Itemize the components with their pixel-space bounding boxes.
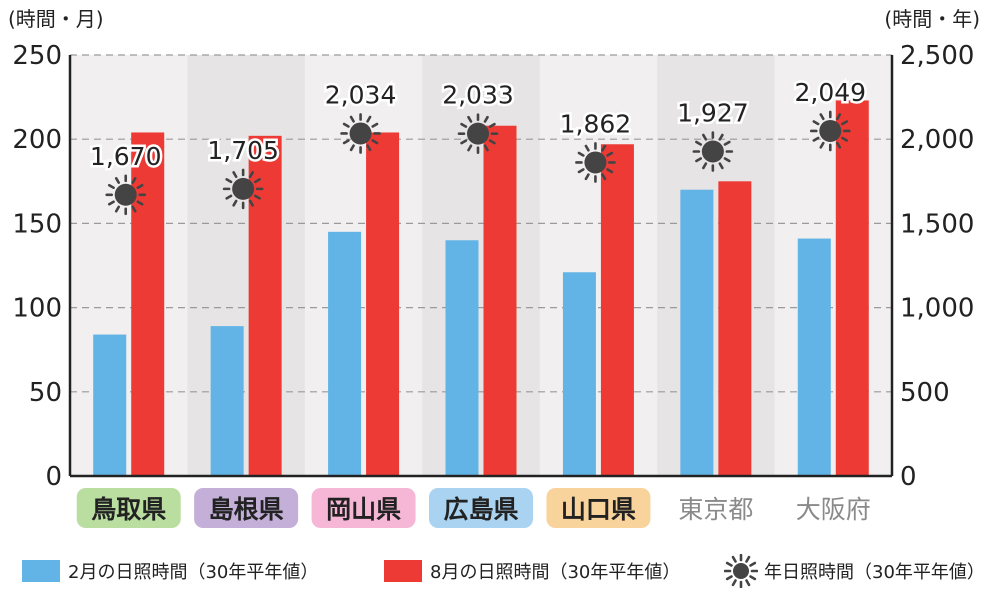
bar-feb <box>93 334 127 476</box>
bar-feb <box>210 326 244 476</box>
annual-value-label: 2,034 <box>325 80 397 109</box>
category-badge <box>76 488 181 528</box>
bar-aug <box>366 132 400 477</box>
axes <box>68 55 894 478</box>
bar-aug <box>483 125 517 476</box>
right-tick-label: 0 <box>900 462 917 492</box>
left-tick-label: 100 <box>12 294 62 324</box>
category-band <box>187 55 306 476</box>
bar-aug <box>600 144 634 476</box>
sun-icon <box>105 174 147 216</box>
bar-feb <box>562 272 596 476</box>
category-band <box>657 55 776 476</box>
category-bands <box>70 55 893 476</box>
legend-swatch-feb <box>22 560 60 582</box>
legend-item-aug: 8月の日照時間（30年平年値） <box>384 556 680 586</box>
category-band <box>774 55 893 476</box>
left-axis-unit: (時間・月) <box>8 7 104 31</box>
right-axis-unit: (時間・年) <box>884 7 980 31</box>
category-badge <box>311 488 416 528</box>
annual-value-label: 2,033 <box>442 81 514 110</box>
annual-value-label: 1,862 <box>560 109 632 138</box>
annual-value-label: 1,705 <box>207 136 279 165</box>
left-tick-label: 250 <box>12 41 62 71</box>
category-label: 鳥取県 <box>91 495 166 524</box>
category-band <box>304 55 423 476</box>
sun-icon <box>724 554 758 588</box>
legend: 2月の日照時間（30年平年値） 8月の日照時間（30年平年値） 年日照時間（30… <box>22 554 985 588</box>
bar-feb <box>797 238 831 476</box>
annual-value-label: 2,049 <box>794 78 866 107</box>
bar-aug <box>835 100 869 476</box>
bar-aug <box>248 135 282 476</box>
right-tick-label: 500 <box>900 378 950 408</box>
category-label: 山口県 <box>561 495 636 524</box>
category-band <box>539 55 658 476</box>
annual-markers: 1,670 1,705 2,034 2,033 1,862 1,927 2,049 <box>87 75 869 216</box>
category-labels: 鳥取県 島根県 岡山県 広島県 山口県 東京都 大阪府 <box>76 488 871 528</box>
right-tick-label: 2,500 <box>900 41 974 71</box>
annual-value-label: 1,927 <box>677 98 749 127</box>
legend-label-aug: 8月の日照時間（30年平年値） <box>430 562 681 583</box>
right-tick-label: 1,500 <box>900 209 974 239</box>
bar-feb <box>680 189 714 476</box>
category-label: 島根県 <box>209 495 284 524</box>
category-label: 広島県 <box>443 495 518 524</box>
right-tick-label: 1,000 <box>900 294 974 324</box>
bar-aug <box>718 181 752 477</box>
sun-icon <box>809 110 851 152</box>
bar-feb <box>328 231 362 476</box>
left-tick-label: 50 <box>29 378 62 408</box>
bars <box>93 100 869 477</box>
category-badge <box>546 488 651 528</box>
right-tick-label: 2,000 <box>900 125 974 155</box>
left-tick-label: 0 <box>45 462 62 492</box>
category-band <box>70 55 188 476</box>
gridlines <box>70 54 892 393</box>
legend-item-annual: 年日照時間（30年平年値） <box>724 554 985 588</box>
category-band <box>422 55 541 476</box>
category-label: 岡山県 <box>326 495 401 524</box>
left-tick-label: 150 <box>12 209 62 239</box>
legend-label-feb: 2月の日照時間（30年平年値） <box>68 562 319 583</box>
sun-icon <box>222 168 264 210</box>
sun-icon <box>340 113 381 154</box>
sun-icon <box>457 113 499 154</box>
category-badge <box>194 488 299 528</box>
sun-icon <box>575 142 616 183</box>
category-label: 大阪府 <box>796 495 871 524</box>
legend-item-feb: 2月の日照時間（30年平年値） <box>22 556 318 586</box>
category-label: 東京都 <box>678 495 753 524</box>
bar-aug <box>131 132 165 477</box>
legend-label-annual: 年日照時間（30年平年値） <box>764 562 985 583</box>
left-tick-label: 200 <box>12 125 62 155</box>
category-badge <box>429 488 533 528</box>
tick-labels: 0 50 100 150 200 250 0 500 1,000 1,500 2,000 2,500 <box>12 41 974 492</box>
bar-feb <box>445 240 479 476</box>
chart-svg: 1,670 1,705 2,034 2,033 1,862 1,927 2,049 0 50 1… <box>8 7 980 528</box>
sun-icon <box>692 131 734 172</box>
annual-value-label: 1,670 <box>90 142 162 171</box>
legend-swatch-aug <box>384 560 422 582</box>
